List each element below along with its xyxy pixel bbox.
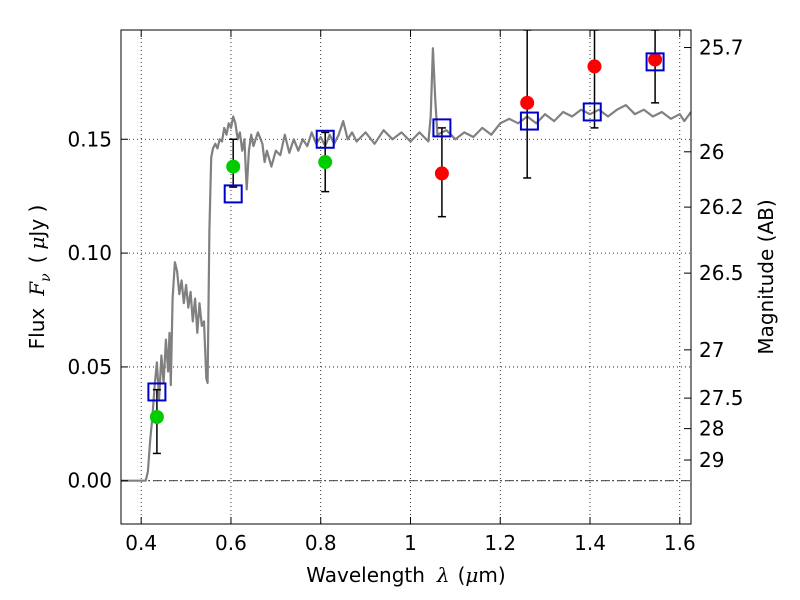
x-axis-label: Wavelength λ (μm) (306, 563, 505, 587)
low-sig-point (434, 166, 449, 181)
model-photometry-square (519, 111, 539, 131)
mag-tick-label: 29 (699, 448, 724, 472)
data-layer (121, 30, 691, 482)
mag-tick-label: 27 (699, 338, 724, 362)
detection-point (318, 155, 333, 170)
y2-axis-label: Magnitude (AB) (754, 199, 778, 354)
model-photometry-square (582, 102, 602, 122)
model-photometry-square (223, 184, 243, 204)
y-axis-label: FluxFν(μJy ) (25, 205, 54, 350)
x-tick-label: 1.4 (574, 531, 606, 555)
y-tick-label: 0.00 (67, 469, 112, 493)
model-photometry-square (315, 129, 335, 149)
sed-model-line (121, 47, 691, 482)
x-tick-label: 1.2 (484, 531, 516, 555)
mag-tick-label: 27.5 (699, 386, 744, 410)
y-tick-label: 0.15 (67, 127, 112, 151)
y-tick-label: 0.10 (67, 241, 112, 265)
ticks: 0.4 0.6 0.8 1 1.2 1.4 1.6 0.00 0.05 0.10 0.15 25.7 2… (67, 30, 744, 555)
low-sig-point (520, 95, 535, 110)
mag-tick-label: 25.7 (699, 36, 744, 60)
mag-tick-label: 26.2 (699, 195, 744, 219)
x-tick-label: 1 (404, 531, 417, 555)
model-photometry-square (147, 382, 167, 402)
x-tick-label: 0.6 (215, 531, 247, 555)
plot-frame (120, 29, 692, 525)
mag-tick-label: 28 (699, 417, 724, 441)
low-sig-point (587, 59, 602, 74)
x-tick-label: 0.8 (305, 531, 337, 555)
mag-tick-label: 26 (699, 140, 724, 164)
mag-tick-label: 26.5 (699, 261, 744, 285)
x-tick-label: 1.6 (664, 531, 696, 555)
x-tick-label: 0.4 (125, 531, 157, 555)
model-photometry-square (432, 118, 452, 138)
detection-point (149, 410, 164, 425)
y-tick-label: 0.05 (67, 355, 112, 379)
detection-point (226, 159, 241, 174)
model-photometry-square (645, 52, 665, 72)
low-sig-point (648, 52, 663, 67)
